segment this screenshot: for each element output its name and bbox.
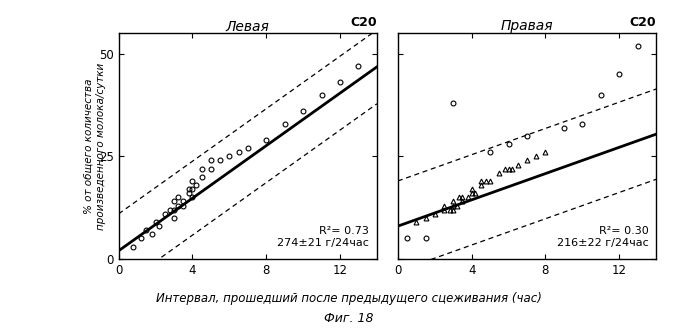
Text: R²= 0.30
216±22 г/24час: R²= 0.30 216±22 г/24час	[556, 226, 648, 248]
Y-axis label: % от общего количества
произведенного молока/сутки: % от общего количества произведенного мо…	[84, 62, 105, 230]
Text: Фиг. 18: Фиг. 18	[325, 312, 373, 325]
Text: C20: C20	[630, 16, 656, 29]
Text: R²= 0.73
274±21 г/24час: R²= 0.73 274±21 г/24час	[277, 226, 369, 248]
Title: Левая: Левая	[226, 19, 269, 33]
Title: Правая: Правая	[500, 19, 554, 33]
Text: Интервал, прошедший после предыдущего сцеживания (час): Интервал, прошедший после предыдущего сц…	[156, 292, 542, 305]
Text: C20: C20	[350, 16, 377, 29]
